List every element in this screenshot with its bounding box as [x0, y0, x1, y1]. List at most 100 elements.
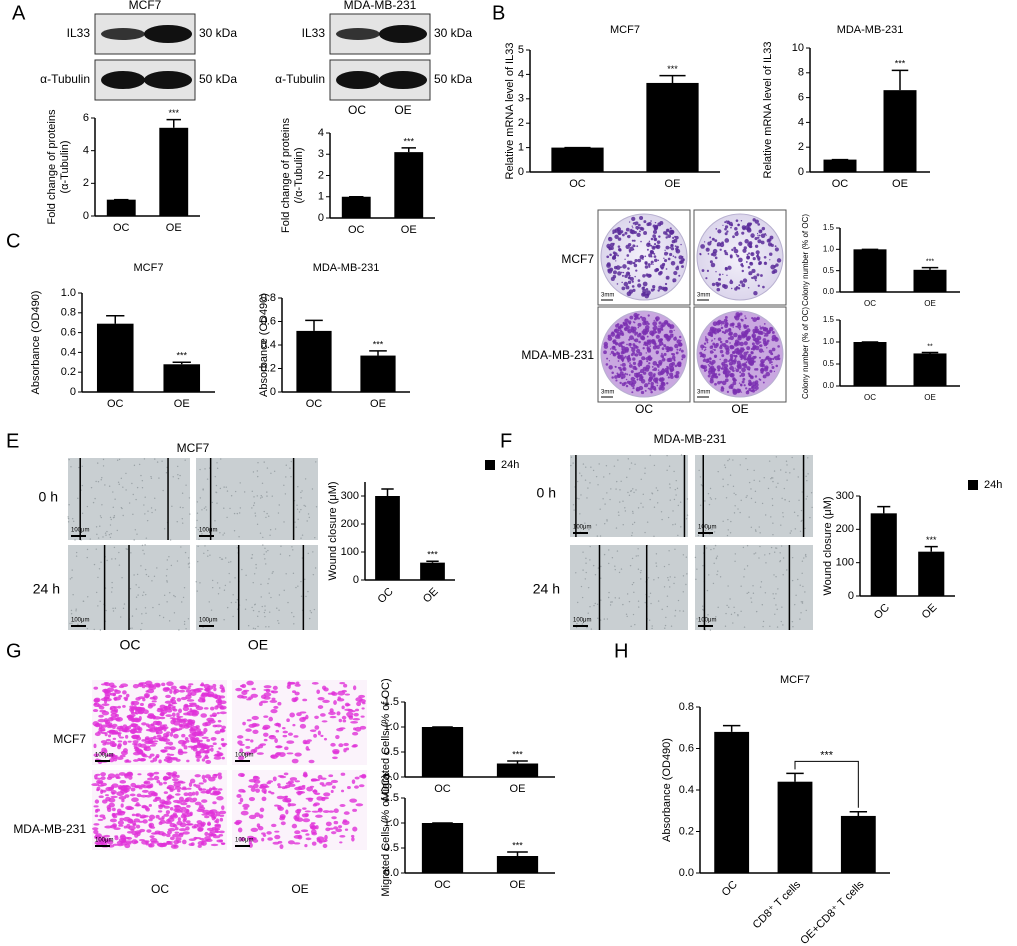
texture	[143, 504, 145, 506]
cell	[248, 696, 253, 700]
cell	[139, 816, 145, 819]
colony	[771, 364, 773, 366]
texture	[68, 458, 70, 461]
colony	[637, 313, 640, 316]
cell	[288, 783, 296, 787]
colony	[647, 314, 650, 317]
cell	[329, 708, 334, 713]
texture	[291, 546, 293, 548]
colony	[629, 342, 632, 346]
texture	[68, 504, 70, 506]
texture	[746, 592, 748, 595]
texture	[145, 612, 147, 615]
colony	[640, 240, 642, 243]
cell	[154, 832, 161, 835]
texture	[145, 537, 148, 539]
texture	[112, 607, 114, 610]
texture	[205, 509, 208, 511]
texture	[677, 599, 680, 602]
colony	[644, 342, 646, 344]
colony	[639, 254, 645, 260]
cell	[145, 807, 150, 812]
texture	[785, 471, 787, 474]
colony	[625, 384, 629, 388]
cell	[287, 802, 291, 807]
texture	[181, 492, 184, 494]
texture	[594, 602, 596, 605]
cell	[238, 755, 245, 761]
texture	[699, 476, 702, 478]
cell	[320, 777, 327, 780]
colony	[707, 241, 712, 246]
texture	[293, 615, 295, 618]
texture	[752, 592, 755, 594]
texture	[134, 529, 137, 531]
texture	[166, 580, 168, 582]
texture	[772, 593, 774, 595]
texture	[584, 479, 587, 481]
colony	[759, 341, 762, 343]
cell	[268, 716, 273, 722]
colony	[716, 287, 721, 292]
texture	[614, 597, 616, 599]
colony	[637, 362, 642, 367]
colony	[734, 231, 739, 237]
colony	[675, 374, 679, 379]
cell	[176, 712, 180, 717]
cell	[101, 799, 108, 804]
blot-band	[379, 25, 427, 43]
cell	[316, 689, 321, 695]
cell	[349, 798, 358, 803]
cell	[129, 705, 134, 709]
texture	[708, 503, 711, 506]
colony	[759, 325, 761, 327]
colony	[625, 378, 628, 381]
texture	[767, 487, 770, 490]
texture	[105, 534, 107, 536]
colony	[650, 260, 654, 264]
texture	[727, 585, 729, 587]
cell	[185, 823, 193, 826]
colony	[757, 223, 761, 226]
colony	[755, 250, 760, 255]
texture	[579, 472, 581, 474]
colony	[657, 259, 660, 262]
colony	[663, 258, 668, 263]
colony	[730, 287, 733, 290]
texture	[637, 507, 640, 509]
colony	[637, 283, 642, 288]
colony	[615, 265, 621, 270]
texture	[653, 535, 655, 537]
texture	[150, 477, 153, 479]
texture	[266, 495, 268, 497]
cell	[302, 716, 307, 720]
cell	[352, 744, 358, 748]
texture	[314, 536, 316, 539]
cell	[203, 727, 208, 733]
texture	[214, 520, 216, 522]
colony	[667, 376, 671, 379]
texture	[292, 572, 295, 575]
texture	[653, 506, 656, 508]
texture	[268, 626, 270, 628]
texture	[682, 575, 685, 577]
colony	[743, 333, 748, 337]
cell	[293, 842, 301, 845]
cell	[137, 683, 144, 688]
texture	[807, 473, 809, 475]
texture	[290, 460, 292, 463]
colony	[729, 342, 731, 344]
cell	[239, 748, 244, 753]
texture	[168, 620, 171, 622]
cell	[181, 725, 185, 729]
colony	[672, 255, 675, 258]
label: OE	[394, 103, 411, 117]
cell	[119, 725, 124, 729]
colony	[620, 266, 622, 269]
cell	[344, 708, 353, 712]
cell	[274, 834, 281, 840]
error-bar	[369, 350, 387, 356]
colony	[640, 335, 645, 340]
texture	[696, 568, 698, 570]
colony	[649, 345, 652, 347]
